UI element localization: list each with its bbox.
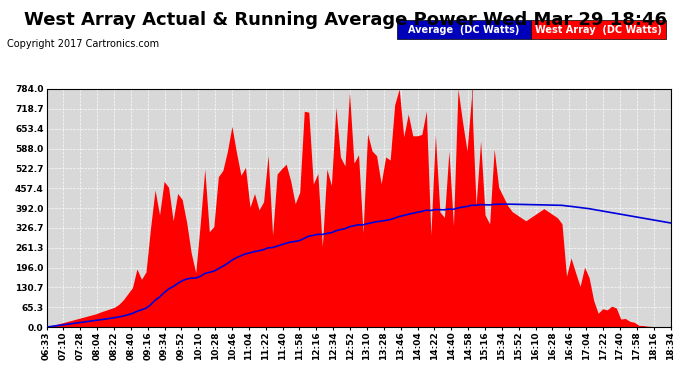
Text: West Array  (DC Watts): West Array (DC Watts) — [535, 25, 662, 34]
Text: West Array Actual & Running Average Power Wed Mar 29 18:46: West Array Actual & Running Average Powe… — [23, 11, 667, 29]
Text: Average  (DC Watts): Average (DC Watts) — [408, 25, 520, 34]
Text: Copyright 2017 Cartronics.com: Copyright 2017 Cartronics.com — [7, 39, 159, 50]
